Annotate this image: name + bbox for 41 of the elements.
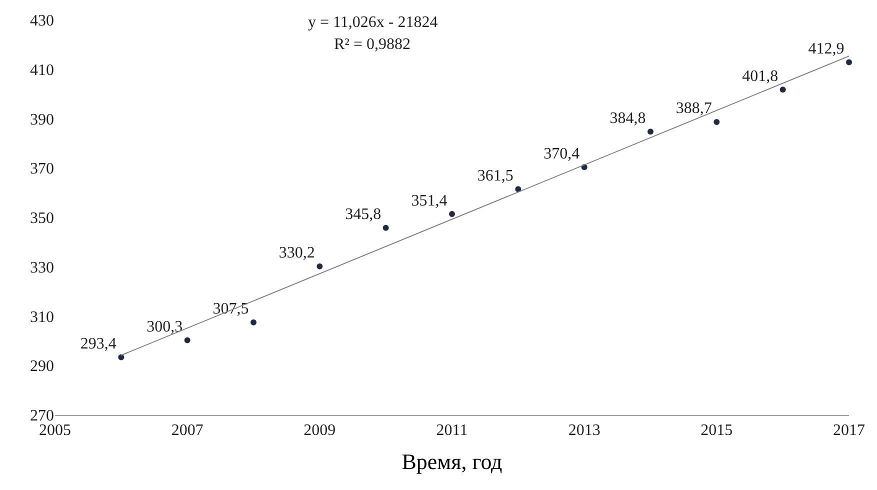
data-label: 351,4 — [411, 192, 448, 210]
point — [515, 186, 522, 192]
data-label: 361,5 — [477, 167, 514, 184]
data-label: 412,9 — [808, 40, 844, 58]
point — [648, 128, 654, 135]
point — [846, 59, 852, 66]
x-tick-label: 2017 — [833, 422, 865, 440]
data-label: 330,2 — [278, 244, 315, 262]
point — [250, 319, 256, 326]
y-tick-label: 410 — [30, 62, 54, 79]
y-tick-label: 330 — [30, 259, 54, 276]
data-label: 293,4 — [80, 335, 116, 352]
point — [780, 86, 786, 93]
y-tick-label: 290 — [30, 358, 54, 376]
annotation: R² = 0,9882 — [334, 36, 410, 53]
y-tick-label: 370 — [30, 160, 54, 178]
point — [316, 263, 323, 270]
x-tick-label: 2013 — [568, 422, 600, 440]
x-tick-label: 2015 — [700, 422, 733, 440]
data-label: 401,8 — [742, 68, 778, 85]
annotation: y = 11,026x - 21824 — [308, 14, 438, 31]
x-tick-label: 2007 — [171, 422, 204, 440]
data-label: 300,3 — [146, 318, 183, 336]
point — [118, 354, 124, 360]
x-tick-label: 2005 — [39, 422, 71, 440]
y-tick-label: 310 — [30, 308, 54, 326]
x-axis-title: Время, год — [402, 449, 502, 474]
point — [184, 337, 190, 344]
y-tick-label: 390 — [30, 111, 54, 128]
point — [382, 224, 389, 231]
y-tick-label: 430 — [30, 12, 54, 30]
x-tick-label: 2009 — [304, 422, 336, 440]
data-label: 384,8 — [610, 110, 646, 127]
data-label: 370,4 — [544, 145, 580, 162]
y-tick-label: 270 — [30, 408, 54, 425]
data-label: 388,7 — [676, 100, 712, 118]
y-tick-label: 350 — [30, 210, 54, 228]
x-tick-label: 2011 — [436, 422, 468, 440]
point — [714, 118, 720, 125]
data-label: 345,8 — [345, 206, 382, 224]
point — [449, 211, 455, 218]
